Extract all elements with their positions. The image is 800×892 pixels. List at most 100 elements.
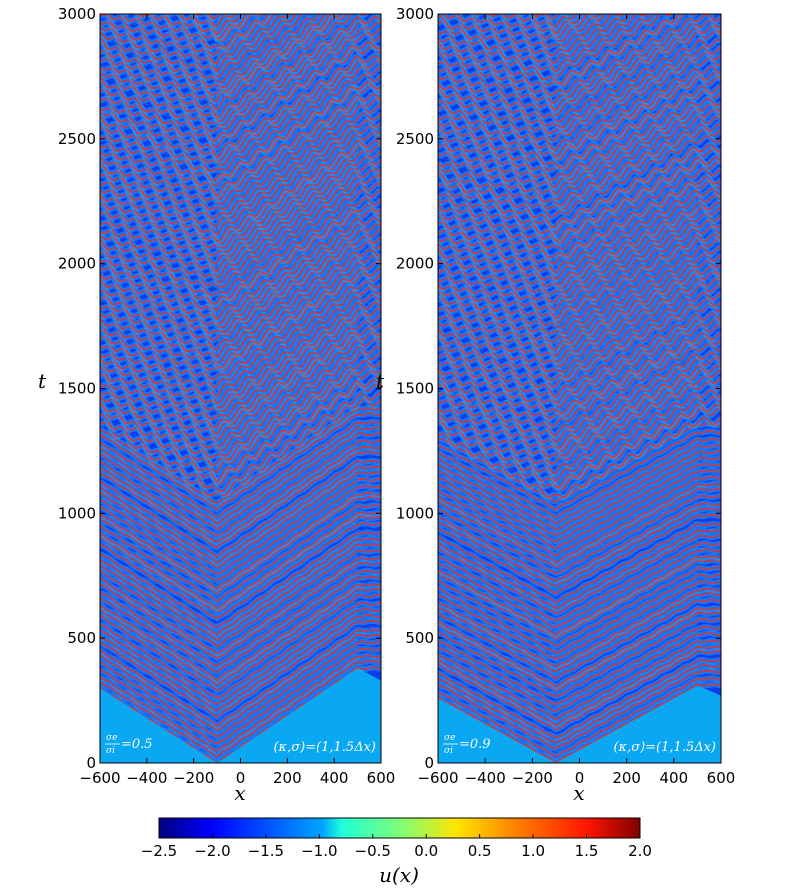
wave-front-line (438, 403, 721, 488)
wave-front-line (438, 14, 680, 85)
wave-front-line (100, 570, 381, 667)
wave-front-line (438, 507, 721, 588)
wave-front-line (438, 220, 721, 304)
wave-front-line (516, 14, 600, 38)
y-tick-label: 500 (67, 629, 96, 647)
wave-front-line (100, 531, 381, 629)
wave-front-line (100, 412, 381, 511)
colorbar: −2.5 −2.0 −1.5 −1.0 −0.5 0.0 0.5 1.0 1.5 2.0 u(x) (141, 817, 652, 887)
wave-front-line (438, 46, 721, 129)
wave-front-line (100, 308, 381, 409)
wave-front-line (100, 485, 381, 582)
x-tick-label: 600 (707, 769, 736, 787)
x-tick-label: 600 (367, 769, 396, 787)
wave-front-line (100, 144, 381, 245)
wave-front-line (100, 338, 381, 442)
x-tick-label: 200 (612, 769, 641, 787)
wave-front-line (438, 567, 721, 647)
wave-front-line (100, 139, 381, 242)
wave-front-line (100, 471, 381, 569)
wave-front-line (100, 0, 381, 9)
wave-front-line (100, 648, 381, 745)
wave-front-line (100, 132, 381, 236)
x-tick-label: −400 (126, 769, 167, 787)
wave-front-line (100, 634, 381, 732)
wave-front-line (100, 15, 381, 119)
x-tick-label: −600 (417, 769, 458, 787)
wave-front-line (100, 608, 381, 705)
wave-front-line (438, 109, 721, 196)
wave-front-line (438, 580, 721, 660)
wave-front-line (438, 266, 721, 351)
colorbar-ticks: −2.5 −2.0 −1.5 −1.0 −0.5 0.0 0.5 1.0 1.5 2.0 (141, 834, 652, 860)
y-tick-label: 0 (424, 754, 434, 772)
wave-front-line (100, 583, 381, 682)
wave-front-line (438, 72, 721, 159)
wave-front-line (100, 208, 381, 312)
wave-front-line (438, 683, 721, 763)
wave-front-line (438, 332, 721, 414)
y-tick-label: 1500 (396, 380, 434, 398)
x-tick-label: −600 (79, 769, 120, 787)
wave-front-line (488, 14, 624, 48)
wave-front-line (438, 77, 721, 161)
wave-band (100, 0, 381, 2)
x-tick-label: 400 (320, 769, 349, 787)
wave-front-line (100, 248, 381, 351)
x-axis-label-left: x (234, 781, 245, 805)
wave-front-line (100, 45, 381, 149)
wave-front-line (438, 0, 721, 10)
wave-front-line (438, 148, 721, 235)
wave-front-line (438, 201, 721, 286)
colorbar-tick-label: −2.5 (141, 842, 177, 860)
wave-front-line (100, 492, 381, 590)
wave-band (438, 0, 721, 10)
wave-front-line (438, 0, 721, 3)
colorbar-tick-label: −1.0 (301, 842, 337, 860)
wave-front-line (100, 301, 381, 405)
wave-front-line (438, 98, 721, 181)
wave-front-line (438, 226, 721, 311)
wave-front-line (438, 438, 721, 519)
wave-front-line (471, 14, 649, 64)
colorbar-tick-label: −1.5 (248, 842, 284, 860)
wave-front-line (100, 81, 381, 182)
wave-front-line (438, 19, 721, 104)
x-tick-label: 0 (236, 769, 246, 787)
axis-ticks-left: −600 −400 −200 0 200 400 600 0 500 1000 1500 2000 25… (58, 5, 396, 787)
wave-front-line (100, 602, 381, 699)
wave-front-line (457, 14, 655, 73)
wave-front-line (100, 105, 381, 205)
wave-front-line (438, 514, 721, 595)
x-axis-label-right: x (573, 781, 584, 805)
wave-front-line (438, 156, 721, 242)
ratio-denominator-left: σi (106, 746, 115, 756)
wave-front-line (100, 41, 381, 142)
wave-front-line (100, 522, 381, 619)
wave-front-line (438, 463, 721, 543)
colorbar-label: u(x) (379, 863, 419, 887)
wave-front-line (438, 324, 721, 408)
axis-ticks-right: −600 −400 −200 0 200 400 600 0 500 1000 1500 2000 25… (396, 5, 736, 787)
wave-front-line (100, 432, 381, 530)
ratio-value-left: =0.5 (121, 737, 153, 752)
wave-front-line (100, 451, 381, 549)
x-tick-label: −200 (173, 769, 214, 787)
colorbar-tick-label: 0.5 (468, 842, 492, 860)
wave-front-line (438, 194, 721, 280)
ratio-denominator-right: σi (444, 746, 453, 756)
wave-front-line (100, 478, 381, 575)
wave-front-line (100, 440, 381, 537)
wave-front-line (438, 469, 721, 550)
wave-front-line (438, 664, 721, 744)
initial-front-left (100, 668, 381, 763)
colorbar-tick-label: 1.0 (521, 842, 545, 860)
wave-front-line (163, 14, 270, 49)
wave-front-line (100, 512, 381, 610)
y-tick-label: 1000 (396, 504, 434, 522)
wave-front-line (438, 318, 721, 404)
wave-front-line (100, 640, 381, 738)
wave-front-line (438, 39, 721, 123)
annotation-params-left: (κ,σ)=(1,1.5Δx) (273, 740, 376, 755)
wave-front-line (100, 383, 381, 485)
